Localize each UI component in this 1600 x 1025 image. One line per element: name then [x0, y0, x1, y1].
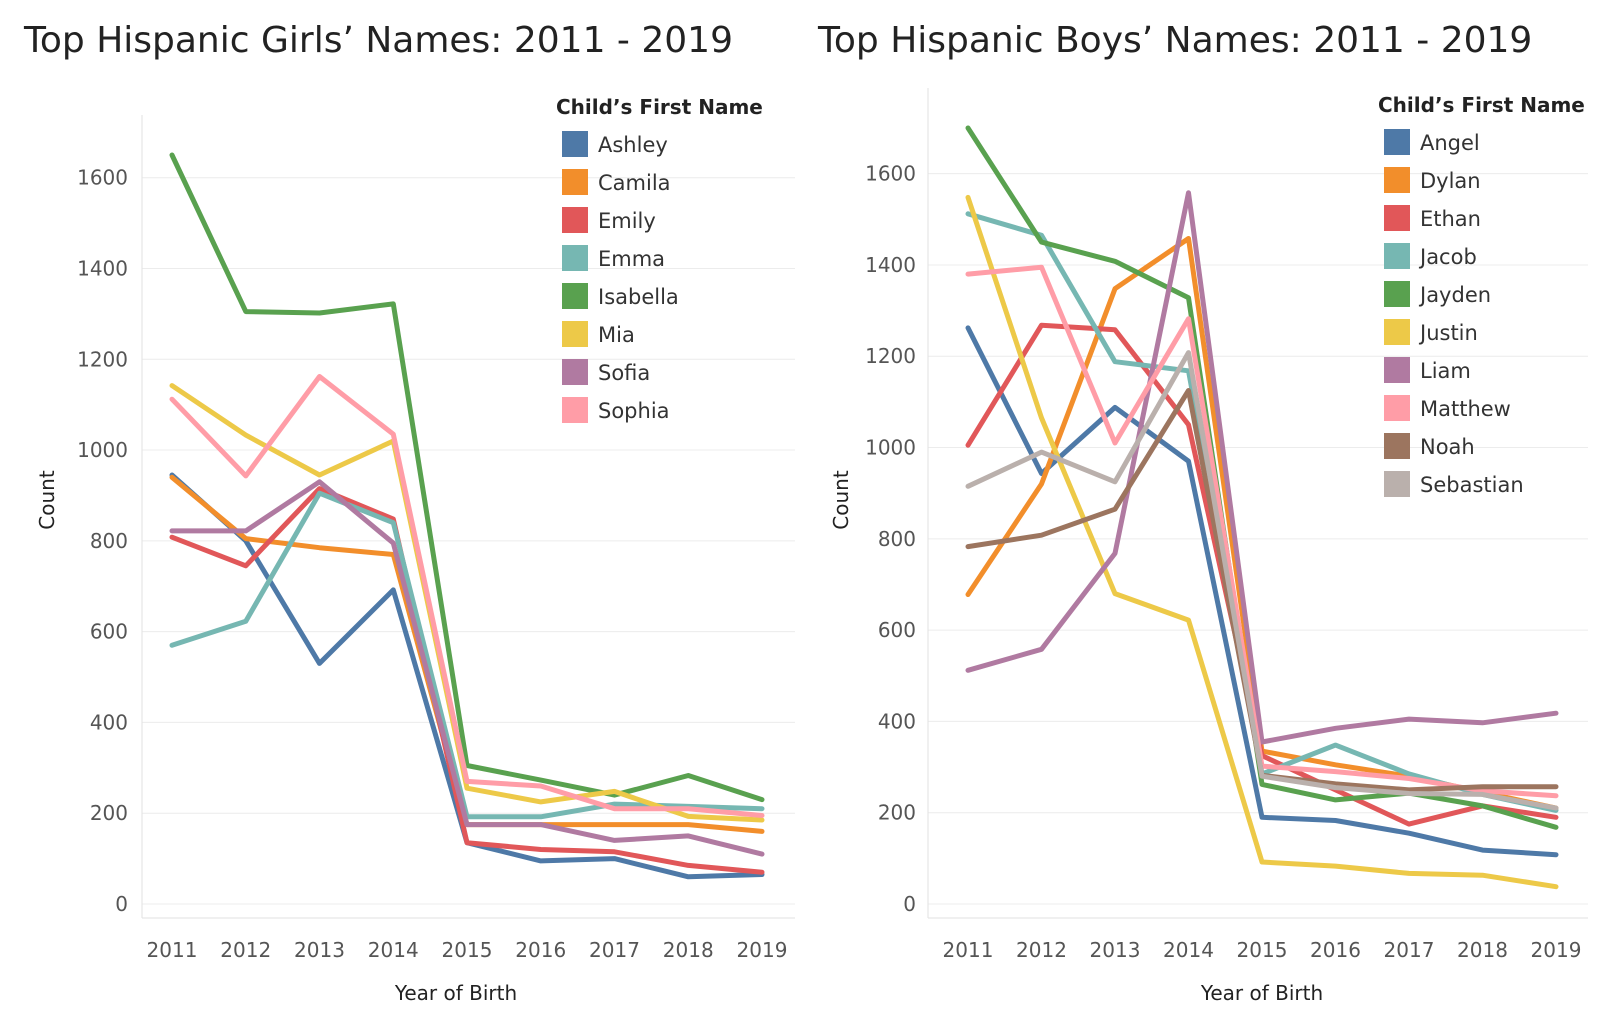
girls-names-chart: Top Hispanic Girls’ Names: 2011 - 2019 Y… — [23, 20, 795, 1005]
legend-label: Camila — [598, 171, 671, 195]
x-tick-label: 2012 — [1016, 938, 1067, 962]
legend: Ashley Camila Emily Emma Isabella Mia Sofia Sop… — [562, 131, 679, 423]
x-tick-label: 2015 — [442, 938, 493, 962]
legend-swatch-isabella — [562, 283, 588, 309]
y-tick-label: 200 — [878, 801, 916, 825]
legend-swatch-mia — [562, 321, 588, 347]
y-tick-label: 400 — [878, 709, 916, 733]
x-tick-label: 2018 — [1457, 938, 1508, 962]
y-tick-label: 1000 — [77, 438, 128, 462]
series-line-sofia — [169, 479, 765, 857]
legend-label: Noah — [1420, 435, 1475, 459]
series-line-liam — [965, 190, 1559, 745]
y-tick-label: 400 — [90, 710, 128, 734]
legend-swatch-justin — [1384, 319, 1410, 345]
legend-swatch-ashley — [562, 131, 588, 157]
chart-title: Top Hispanic Girls’ Names: 2011 - 2019 — [23, 20, 733, 61]
legend-swatch-sebastian — [1384, 471, 1410, 497]
x-tick-label: 2018 — [663, 938, 714, 962]
x-axis-title: Year of Birth — [394, 981, 517, 1005]
legend-label: Jacob — [1418, 245, 1477, 269]
y-tick-label: 1400 — [865, 253, 916, 277]
x-tick-label: 2019 — [737, 938, 788, 962]
series-line-sophia — [169, 374, 765, 818]
legend-swatch-dylan — [1384, 167, 1410, 193]
chart-title: Top Hispanic Boys’ Names: 2011 - 2019 — [817, 20, 1532, 61]
y-tick-label: 1200 — [865, 344, 916, 368]
y-tick-label: 1600 — [77, 166, 128, 190]
x-tick-label: 2014 — [1163, 938, 1214, 962]
y-tick-label: 1000 — [865, 436, 916, 460]
legend-label: Jayden — [1418, 283, 1491, 307]
y-tick-label: 600 — [878, 618, 916, 642]
legend-title: Child’s First Name — [1378, 93, 1585, 117]
x-tick-label: 2016 — [1310, 938, 1361, 962]
legend-label: Angel — [1420, 131, 1480, 155]
legend-swatch-camila — [562, 169, 588, 195]
legend: Angel Dylan Ethan Jacob Jayden Justin Liam Matt… — [1384, 129, 1524, 497]
legend-label: Emma — [598, 247, 665, 271]
legend-swatch-sophia — [562, 397, 588, 423]
legend-swatch-matthew — [1384, 395, 1410, 421]
legend-swatch-emma — [562, 245, 588, 271]
x-tick-label: 2011 — [147, 938, 198, 962]
x-tick-label: 2019 — [1531, 938, 1582, 962]
y-tick-label: 1400 — [77, 256, 128, 280]
x-tick-label: 2013 — [1090, 938, 1141, 962]
legend-label: Liam — [1420, 359, 1471, 383]
legend-swatch-liam — [1384, 357, 1410, 383]
series-line-emily — [169, 486, 765, 875]
legend-label: Sofia — [598, 361, 650, 385]
y-tick-label: 1200 — [77, 347, 128, 371]
legend-label: Dylan — [1420, 169, 1481, 193]
legend-label: Mia — [598, 323, 635, 347]
x-tick-label: 2015 — [1237, 938, 1288, 962]
y-axis-title: Count — [35, 470, 59, 530]
legend-swatch-noah — [1384, 433, 1410, 459]
y-tick-label: 200 — [90, 801, 128, 825]
series-line-jayden — [965, 125, 1559, 830]
legend-swatch-jacob — [1384, 243, 1410, 269]
y-tick-label: 600 — [90, 620, 128, 644]
legend-label: Ashley — [598, 133, 668, 157]
y-tick-label: 800 — [90, 529, 128, 553]
x-axis-title: Year of Birth — [1200, 981, 1323, 1005]
legend-label: Isabella — [598, 285, 679, 309]
x-tick-label: 2016 — [515, 938, 566, 962]
legend-label: Matthew — [1420, 397, 1511, 421]
series-line-justin — [965, 194, 1559, 890]
x-tick-label: 2017 — [589, 938, 640, 962]
x-tick-label: 2013 — [294, 938, 345, 962]
y-tick-label: 0 — [903, 892, 916, 916]
x-tick-label: 2014 — [368, 938, 419, 962]
legend-label: Justin — [1418, 321, 1478, 345]
legend-label: Sophia — [598, 399, 670, 423]
series-line-isabella — [169, 152, 765, 803]
legend-swatch-jayden — [1384, 281, 1410, 307]
y-tick-label: 1600 — [865, 162, 916, 186]
x-tick-label: 2017 — [1384, 938, 1435, 962]
y-tick-label: 0 — [115, 892, 128, 916]
legend-title: Child’s First Name — [556, 95, 763, 119]
legend-label: Emily — [598, 209, 656, 233]
x-tick-label: 2012 — [220, 938, 271, 962]
boys-names-chart: Top Hispanic Boys’ Names: 2011 - 2019 Ye… — [817, 20, 1588, 1005]
series-line-angel — [965, 325, 1559, 858]
y-tick-label: 800 — [878, 527, 916, 551]
x-tick-label: 2011 — [943, 938, 994, 962]
legend-label: Sebastian — [1420, 473, 1524, 497]
legend-label: Ethan — [1420, 207, 1481, 231]
legend-swatch-emily — [562, 207, 588, 233]
legend-swatch-ethan — [1384, 205, 1410, 231]
y-axis-title: Count — [829, 470, 853, 530]
legend-swatch-angel — [1384, 129, 1410, 155]
legend-swatch-sofia — [562, 359, 588, 385]
series-line-sebastian — [965, 350, 1559, 811]
